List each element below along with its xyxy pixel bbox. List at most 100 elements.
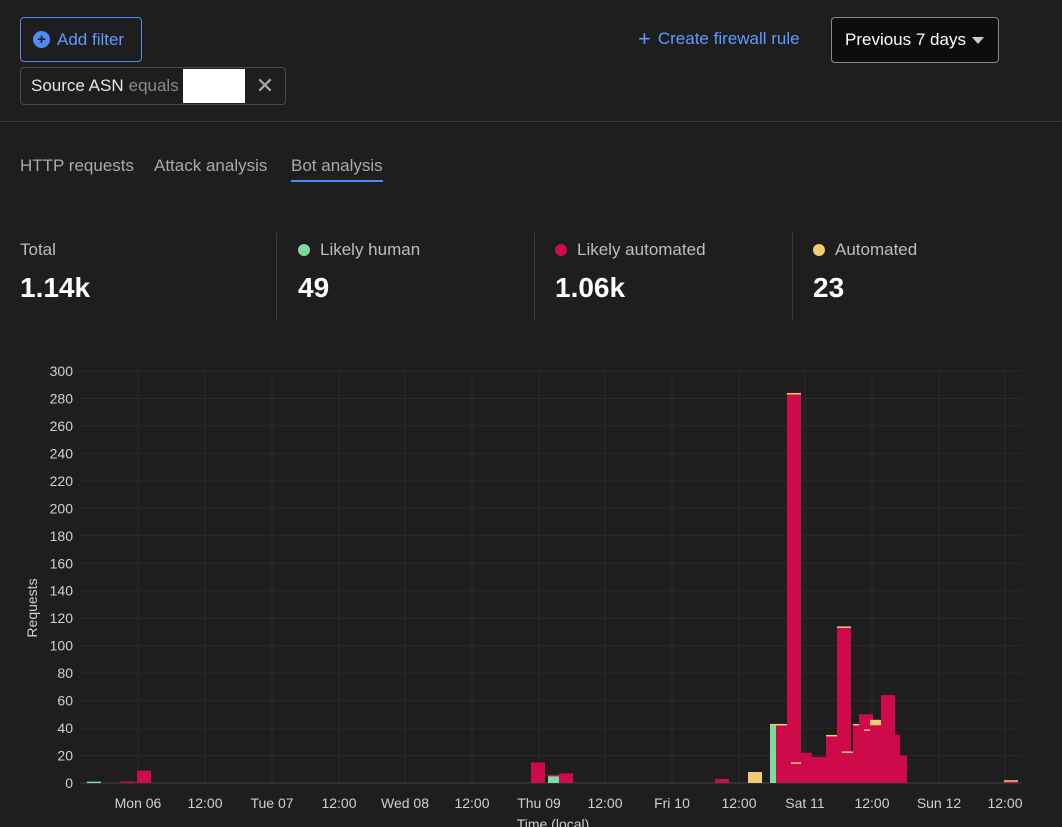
stat-automated: Automated 23 [813,240,917,304]
filter-field: Source ASN [31,76,124,95]
bar-automated[interactable] [870,719,884,726]
stat-divider [534,233,535,321]
stat-likely-automated: Likely automated 1.06k [555,240,706,304]
time-range-select[interactable]: Previous 7 days [831,17,999,63]
y-tick-label: 300 [50,363,74,379]
bar-likely-automated[interactable] [548,774,559,777]
bar-likely-automated[interactable] [892,734,900,783]
stat-likely-human-value: 49 [298,272,330,303]
bar-likely-automated[interactable] [776,725,787,783]
x-tick-label: Sun 12 [917,795,962,811]
bar-likely-automated[interactable] [842,752,856,783]
stat-divider [276,233,277,321]
bar-likely-automated[interactable] [898,755,907,783]
x-tick-label: Thu 09 [517,795,561,811]
bar-automated[interactable] [842,751,856,753]
likely-human-dot-icon [298,244,310,256]
filter-operator: equals [128,76,179,95]
x-tick-label: 12:00 [587,795,622,811]
stat-likely-automated-label: Likely automated [577,240,706,259]
bar-likely-automated[interactable] [837,627,851,783]
x-tick-label: 12:00 [321,795,356,811]
requests-chart: 0 20 40 60 80 100 120 140 160 180 200 220 240 260 280 3… [24,363,1023,827]
bar-likely-automated[interactable] [881,695,895,783]
x-tick-label: Sat 11 [785,795,825,811]
stat-total-label: Total [20,240,56,259]
chart-bars [87,392,1018,784]
bar-automated[interactable] [787,392,801,395]
automated-dot-icon [813,244,825,256]
create-firewall-rule-label: Create firewall rule [657,29,800,48]
y-tick-label: 180 [50,528,74,544]
y-tick-label: 160 [50,555,74,571]
bar-automated[interactable] [791,762,808,764]
tab-attack-analysis[interactable]: Attack analysis [154,156,268,175]
x-tick-label: Tue 07 [250,795,293,811]
x-tick-label: 12:00 [187,795,222,811]
y-tick-label: 260 [50,418,74,434]
y-tick-label: 240 [50,445,74,461]
bar-automated[interactable] [1004,780,1018,782]
bar-automated[interactable] [748,772,762,783]
add-filter-button[interactable]: + Add filter [20,17,142,62]
bar-likely-automated[interactable] [787,394,801,783]
bar-likely-automated[interactable] [812,756,826,783]
y-tick-label: 200 [50,500,74,516]
stat-automated-value: 23 [813,272,845,303]
x-tick-label: 12:00 [987,795,1022,811]
stat-total: Total 1.14k [20,240,90,304]
bar-likely-automated[interactable] [853,725,864,783]
bar-automated[interactable] [776,723,787,726]
bar-likely-automated[interactable] [120,781,135,784]
stat-automated-label: Automated [835,240,918,259]
tab-bot-analysis[interactable]: Bot analysis [291,156,383,182]
bar-likely-automated[interactable] [137,770,151,783]
bar-automated[interactable] [853,723,864,726]
bar-likely-automated[interactable] [715,778,729,783]
plus-icon: + [638,26,651,51]
create-firewall-rule-link[interactable]: + Create firewall rule [638,28,800,50]
bar-likely-automated[interactable] [531,762,545,783]
y-tick-label: 40 [57,720,73,736]
x-tick-label: Wed 08 [381,795,429,811]
stat-divider [792,233,793,321]
bar-likely-automated[interactable] [559,773,573,783]
y-tick-label: 220 [50,473,74,489]
y-tick-label: 120 [50,610,74,626]
x-tick-label: 12:00 [454,795,489,811]
bar-automated[interactable] [837,626,851,628]
tab-http-requests[interactable]: HTTP requests [20,156,135,175]
caret-down-icon [971,36,984,44]
header-divider [0,121,1062,122]
bar-likely-human[interactable] [548,776,559,783]
plus-circle-icon: + [33,31,50,48]
x-tick-label: 12:00 [854,795,889,811]
stat-likely-automated-value: 1.06k [555,272,626,303]
x-tick-label: 12:00 [721,795,756,811]
bar-likely-human[interactable] [770,725,780,783]
filter-chip[interactable]: Source ASN equals ✕ [20,67,286,105]
bar-likely-automated[interactable] [870,725,884,783]
y-axis-title: Requests [24,578,40,637]
x-tick-label: Fri 10 [654,795,690,811]
bar-likely-human[interactable] [87,781,101,784]
y-tick-label: 80 [57,665,73,681]
stat-likely-human-label: Likely human [320,240,421,259]
close-icon[interactable]: ✕ [255,73,275,98]
stat-likely-human: Likely human 49 [298,240,420,304]
y-tick-label: 20 [57,748,73,764]
time-range-value: Previous 7 days [845,30,966,49]
bar-automated[interactable] [770,723,780,726]
y-tick-label: 140 [50,583,74,599]
stat-total-value: 1.14k [20,272,91,303]
x-tick-label: Mon 06 [115,795,162,811]
bar-likely-automated[interactable] [1004,781,1018,784]
y-tick-label: 280 [50,390,74,406]
y-tick-label: 0 [65,775,73,791]
add-filter-label: Add filter [57,29,125,49]
x-axis-title: Time (local) [517,816,590,827]
y-tick-label: 60 [57,693,73,709]
bar-likely-automated[interactable] [801,752,812,783]
filter-value-redacted [182,69,245,103]
y-tick-label: 100 [50,638,74,654]
